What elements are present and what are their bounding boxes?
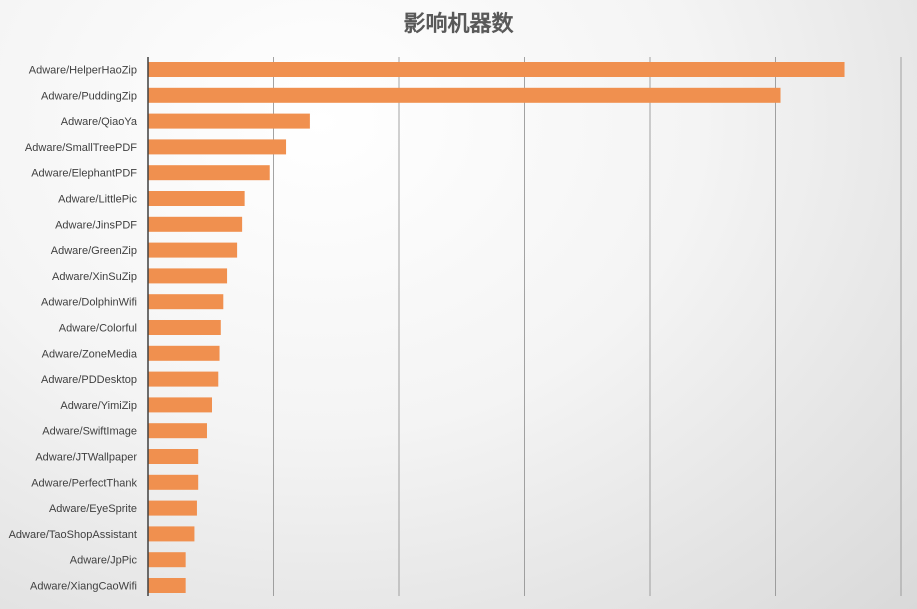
category-label: Adware/PuddingZip bbox=[41, 90, 137, 102]
bar bbox=[148, 139, 287, 155]
bar bbox=[148, 449, 199, 464]
category-label: Adware/LittlePic bbox=[58, 194, 137, 206]
bar bbox=[148, 320, 221, 335]
category-label: Adware/YimiZip bbox=[60, 400, 137, 412]
category-label: Adware/SmallTreePDF bbox=[25, 142, 137, 154]
bar bbox=[148, 423, 207, 439]
bar bbox=[148, 345, 220, 361]
bar bbox=[148, 474, 199, 490]
bar bbox=[148, 500, 197, 516]
category-label: Adware/QiaoYa bbox=[61, 116, 138, 128]
category-label: Adware/TaoShopAssistant bbox=[9, 529, 137, 541]
category-label: Adware/XinSuZip bbox=[52, 271, 137, 283]
category-label: Adware/EyeSprite bbox=[49, 503, 137, 515]
bar bbox=[148, 62, 845, 77]
category-label: Adware/JTWallpaper bbox=[35, 452, 137, 464]
category-label: Adware/PDDesktop bbox=[41, 374, 137, 386]
bar bbox=[148, 242, 238, 258]
category-label: Adware/JinsPDF bbox=[55, 219, 137, 231]
chart-title: 影响机器数 bbox=[403, 12, 514, 37]
bar bbox=[148, 371, 219, 387]
bar bbox=[148, 526, 195, 542]
category-label: Adware/XiangCaoWifi bbox=[30, 581, 137, 593]
bar bbox=[148, 294, 224, 310]
bar bbox=[148, 87, 781, 103]
bar bbox=[148, 552, 186, 568]
bar bbox=[148, 578, 186, 593]
category-label: Adware/Colorful bbox=[59, 323, 137, 335]
category-label: Adware/ZoneMedia bbox=[42, 348, 138, 360]
category-label: Adware/DolphinWifi bbox=[41, 297, 137, 309]
bar bbox=[148, 397, 213, 413]
bar bbox=[148, 165, 270, 181]
category-label: Adware/SwiftImage bbox=[42, 426, 137, 438]
category-label: Adware/ElephantPDF bbox=[31, 168, 137, 180]
bar bbox=[148, 268, 228, 284]
category-label: Adware/PerfectThank bbox=[31, 477, 137, 489]
category-label: Adware/JpPic bbox=[70, 555, 138, 567]
bar bbox=[148, 216, 243, 232]
category-label: Adware/HelperHaoZip bbox=[29, 65, 137, 77]
bar bbox=[148, 191, 245, 206]
bar bbox=[148, 113, 310, 129]
category-label: Adware/GreenZip bbox=[51, 245, 137, 257]
